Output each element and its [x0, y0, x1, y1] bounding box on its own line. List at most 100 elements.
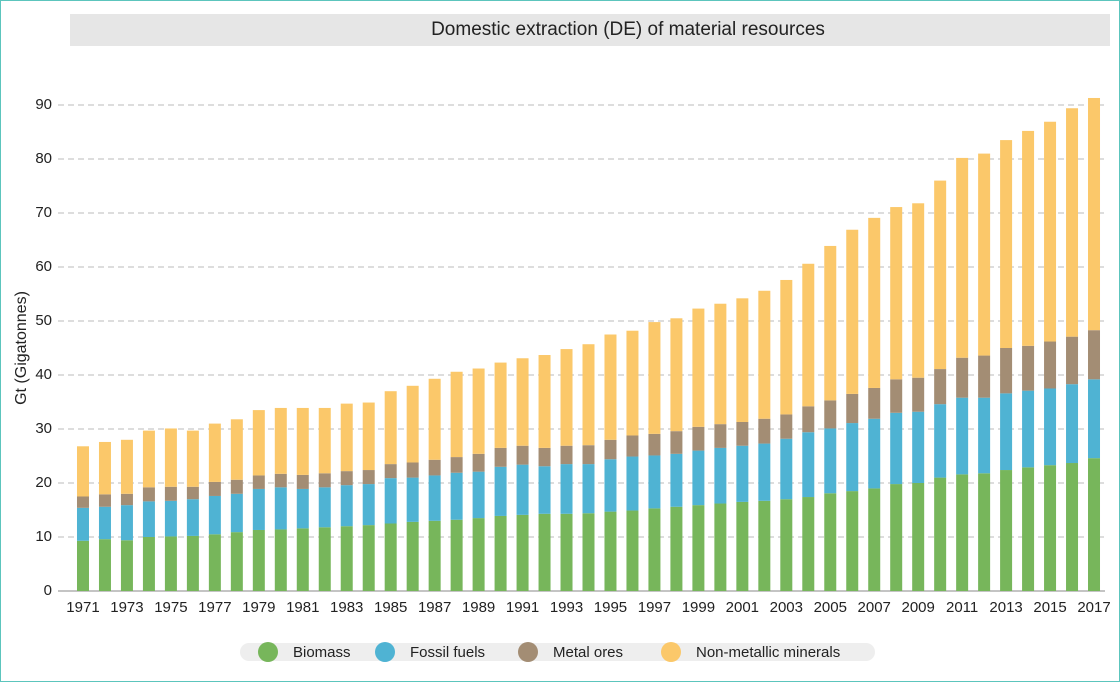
bar-segment — [736, 298, 749, 422]
bar-segment — [824, 428, 837, 494]
bar-segment — [890, 379, 903, 413]
bar-segment — [120, 439, 133, 494]
x-tick-label: 2017 — [1077, 599, 1110, 616]
bar-segment — [472, 518, 485, 591]
bar-segment — [472, 453, 485, 472]
bar-segment — [384, 464, 397, 479]
bar-segment — [714, 303, 727, 425]
bar-segment — [714, 447, 727, 504]
bar-segment — [428, 475, 441, 521]
bar-segment — [736, 445, 749, 502]
legend-swatch — [375, 642, 395, 662]
bar-segment — [758, 443, 771, 501]
bar-segment — [736, 501, 749, 591]
x-tick-label: 2009 — [901, 599, 934, 616]
bar-segment — [1066, 384, 1079, 464]
x-tick-label: 1985 — [374, 599, 407, 616]
bar-segment — [802, 432, 815, 498]
bar-segment — [164, 428, 177, 487]
bar-segment — [98, 441, 111, 495]
bar-segment — [230, 493, 243, 533]
bar-segment — [912, 203, 925, 378]
bar-segment — [252, 410, 265, 476]
legend-label: Biomass — [293, 644, 351, 661]
bar-segment — [362, 484, 375, 526]
bar-segment — [758, 500, 771, 591]
bar-segment — [1088, 97, 1101, 331]
bar-segment — [406, 521, 419, 591]
bar-segment — [318, 487, 331, 528]
bar-segment — [604, 439, 617, 460]
bar-segment — [274, 529, 287, 591]
y-tick-label: 90 — [35, 96, 52, 113]
y-tick-label: 80 — [35, 150, 52, 167]
x-tick-label: 1999 — [682, 599, 715, 616]
bar-segment — [340, 403, 353, 472]
legend-swatch — [518, 642, 538, 662]
bar-segment — [560, 445, 573, 465]
x-tick-label: 2001 — [726, 599, 759, 616]
bar-segment — [252, 529, 265, 591]
bar-segment — [76, 496, 89, 508]
y-tick-label: 60 — [35, 258, 52, 275]
bar-segment — [1044, 465, 1057, 591]
bar-segment — [670, 318, 683, 432]
bar-segment — [780, 414, 793, 439]
bar-segment — [516, 445, 529, 465]
bar-segment — [296, 474, 309, 489]
bar-segment — [670, 453, 683, 507]
bar-segment — [208, 481, 221, 496]
bar-segment — [274, 407, 287, 474]
x-tick-label: 1989 — [462, 599, 495, 616]
bar-segment — [1066, 336, 1079, 385]
bar-segment — [1088, 458, 1101, 591]
bar-segment — [450, 371, 463, 458]
bar-segment — [428, 459, 441, 476]
bar-segment — [780, 499, 793, 591]
y-tick-label: 50 — [35, 312, 52, 329]
bar-segment — [76, 446, 89, 497]
bar-segment — [98, 506, 111, 540]
bar-segment — [758, 418, 771, 444]
legend-label: Fossil fuels — [410, 644, 485, 661]
bar-segment — [494, 447, 507, 467]
bar-segment — [912, 377, 925, 412]
bar-segment — [978, 397, 991, 474]
bar-segment — [384, 478, 397, 524]
bar-segment — [1044, 341, 1057, 389]
bar-segment — [1066, 463, 1079, 591]
bar-segment — [846, 393, 859, 424]
bar-segment — [1088, 379, 1101, 459]
bar-segment — [758, 290, 771, 419]
bar-segment — [1022, 345, 1035, 391]
bar-segment — [164, 536, 177, 591]
bar-segment — [604, 459, 617, 512]
bar-segment — [802, 263, 815, 407]
x-tick-label: 1987 — [418, 599, 451, 616]
bar-segment — [1022, 467, 1035, 591]
bar-segment — [406, 477, 419, 522]
bar-segment — [208, 495, 221, 535]
bar-segment — [868, 387, 881, 419]
bar-segment — [318, 473, 331, 488]
bar-segment — [978, 355, 991, 398]
bar-segment — [934, 180, 947, 370]
bar-segment — [494, 362, 507, 448]
bar-segment — [428, 378, 441, 460]
bar-segment — [648, 322, 661, 434]
x-tick-label: 1997 — [638, 599, 671, 616]
bar-segment — [362, 525, 375, 591]
bar-segment — [890, 412, 903, 485]
bar-segment — [802, 497, 815, 591]
bar-segment — [186, 535, 199, 591]
bar-segment — [846, 423, 859, 492]
bar-segment — [538, 355, 551, 448]
bar-segment — [120, 540, 133, 591]
chart-title: Domestic extraction (DE) of material res… — [431, 19, 825, 40]
bar-segment — [956, 397, 969, 475]
bar-segment — [274, 473, 287, 488]
x-tick-label: 2003 — [770, 599, 803, 616]
bar-segment — [142, 501, 155, 537]
bar-segment — [1066, 108, 1079, 337]
